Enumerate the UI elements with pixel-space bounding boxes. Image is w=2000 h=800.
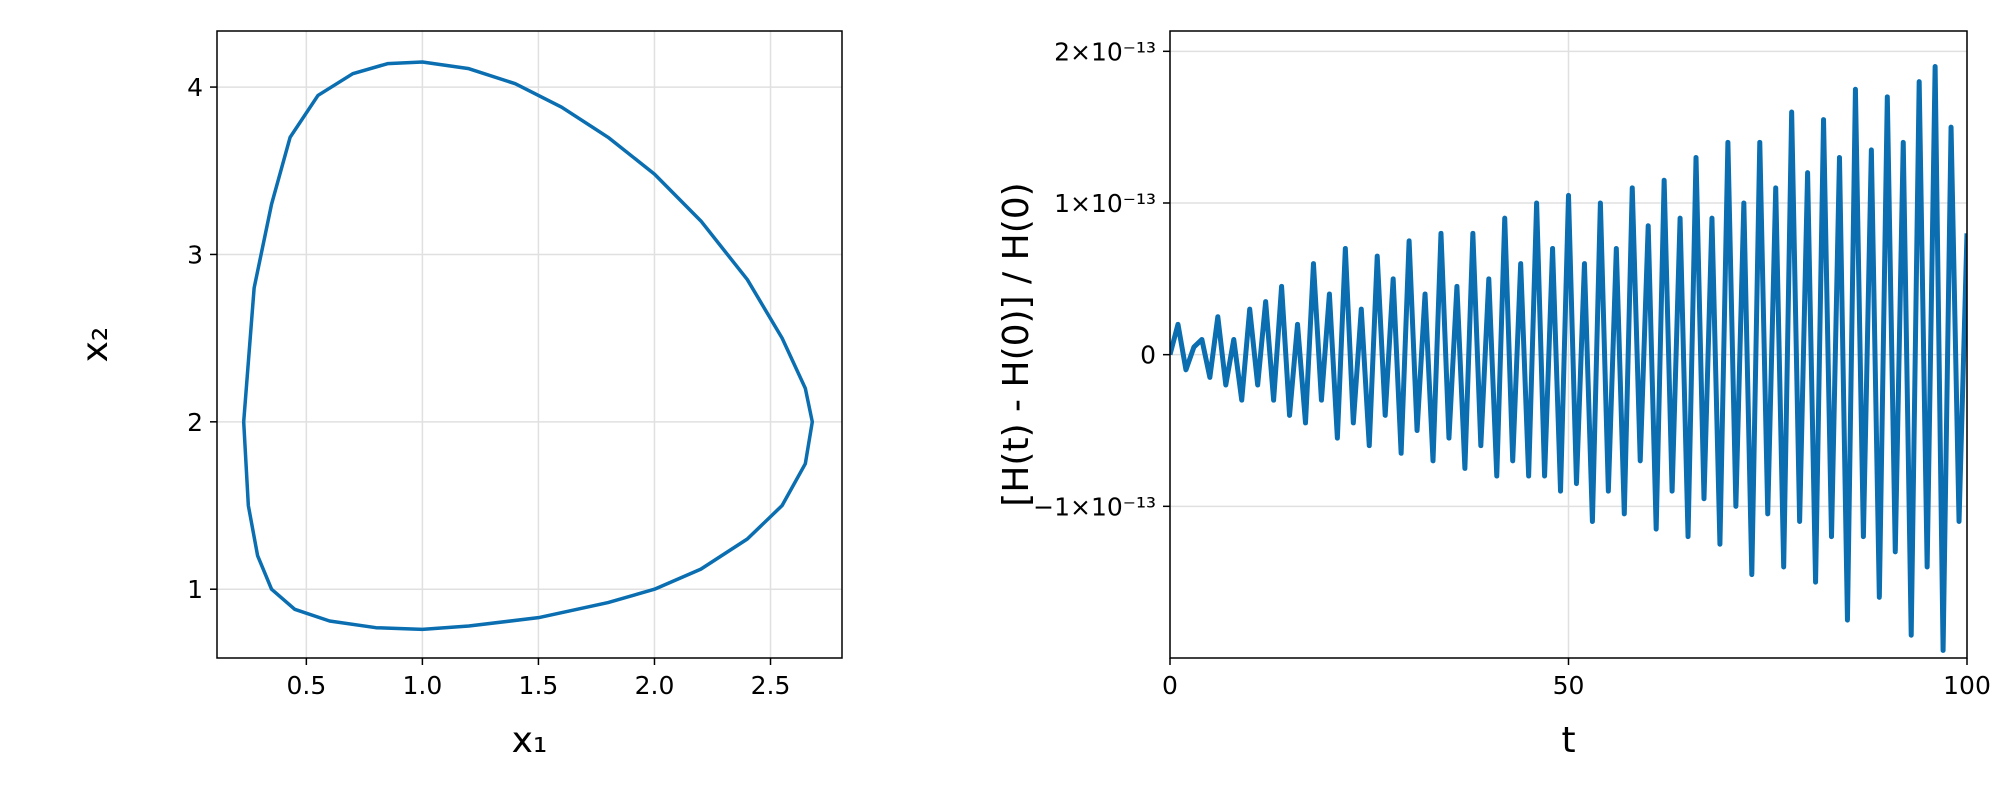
axes-frame	[1169, 30, 1968, 659]
y-tick-label: 4	[187, 73, 203, 102]
x-tick-label: 0.5	[286, 671, 326, 700]
series-line	[241, 60, 815, 632]
x-tick-label: 1.0	[403, 671, 443, 700]
y-tick-label: 1	[187, 575, 203, 604]
y-axis-title: [H(t) - H(0)] / H(0)	[996, 182, 1037, 506]
plot: 0.5 1.0 1.5 2.0 2.5 1 2 3 4 x₁ x₂	[75, 30, 843, 761]
x-tick-label: 100	[1943, 671, 1991, 700]
x-axis-title: x₁	[512, 720, 548, 761]
y-tick-label: 2×10⁻¹³	[1054, 37, 1156, 66]
x-tick-label: 1.5	[519, 671, 559, 700]
series-line	[1170, 63, 1967, 653]
y-tick-label: 1×10⁻¹³	[1054, 189, 1156, 218]
plot: 0 50 100 −1×10⁻¹³ 0 1×10⁻¹³ 2×10⁻¹³ t [H(t) - H(…	[996, 30, 1991, 761]
x-tick-label: 0	[1162, 671, 1178, 700]
axes-frame	[216, 30, 843, 659]
x-tick-label: 2.5	[751, 671, 791, 700]
y-axis-title: x₂	[75, 327, 116, 363]
x-axis-title: t	[1561, 720, 1575, 761]
x-tick-label: 50	[1553, 671, 1585, 700]
y-tick-label: 2	[187, 408, 203, 437]
y-tick-label: 3	[187, 240, 203, 269]
y-tick-label: 0	[1140, 341, 1156, 370]
x-tick-label: 2.0	[635, 671, 675, 700]
y-tick-label: −1×10⁻¹³	[1033, 492, 1156, 521]
